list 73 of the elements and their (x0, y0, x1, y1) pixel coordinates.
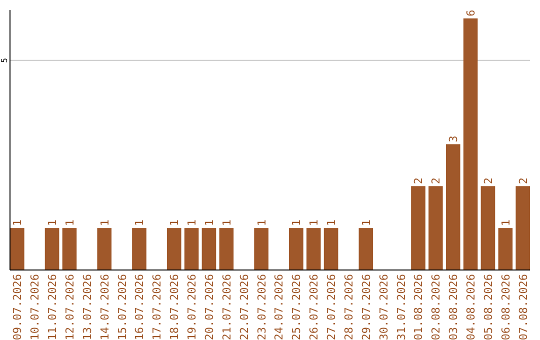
x-tick-label: 02.08.2026 (430, 274, 443, 340)
y-tick-label: 5 (0, 58, 9, 63)
x-tick-label: 27.07.2026 (325, 274, 338, 340)
x-tick-label: 03.08.2026 (447, 274, 460, 340)
x-tick-label: 31.07.2026 (394, 274, 408, 340)
x-tick-label: 10.07.2026 (28, 274, 42, 340)
x-tick-label: 07.08.2026 (516, 274, 530, 340)
x-tick-label: 16.07.2026 (133, 274, 146, 340)
x-tick-label: 11.07.2026 (46, 274, 60, 340)
data-label: 2 (412, 178, 426, 184)
bar (62, 228, 77, 270)
data-label: 1 (186, 219, 199, 226)
bar (516, 186, 530, 270)
data-label: 1 (46, 219, 60, 226)
x-tick-label: 20.07.2026 (202, 274, 216, 340)
x-tick-label: 15.07.2026 (116, 274, 129, 340)
bar (411, 186, 426, 270)
data-label: 1 (63, 219, 76, 226)
x-tick-label: 17.07.2026 (150, 274, 164, 340)
x-tick-label: 22.07.2026 (238, 274, 251, 340)
bar (132, 228, 146, 270)
bar (10, 228, 24, 270)
data-label: 3 (447, 136, 460, 142)
bar (463, 18, 478, 270)
bar (480, 186, 496, 270)
data-label: 2 (516, 178, 530, 184)
x-tick-label: 18.07.2026 (168, 274, 182, 340)
x-tick-label: 01.08.2026 (412, 274, 426, 340)
bar (358, 228, 374, 270)
data-label: 1 (98, 219, 112, 226)
data-label: 1 (133, 219, 146, 226)
bar (446, 144, 460, 270)
data-label: 2 (430, 178, 443, 184)
x-tick-label: 21.07.2026 (220, 274, 234, 340)
x-tick-label: 04.08.2026 (464, 274, 478, 340)
data-label: 1 (360, 219, 373, 226)
x-tick-label: 30.07.2026 (377, 274, 390, 340)
data-label: 1 (11, 219, 24, 226)
data-label: 1 (325, 219, 338, 226)
data-label: 6 (464, 10, 478, 16)
x-tick-label: 05.08.2026 (482, 274, 495, 340)
bar (428, 186, 443, 270)
data-label: 2 (482, 178, 495, 184)
bar (306, 228, 321, 270)
data-label: 1 (499, 219, 512, 226)
x-tick-label: 12.07.2026 (63, 274, 76, 340)
bar (289, 228, 304, 270)
bar (219, 228, 234, 270)
x-tick-label: 06.08.2026 (499, 274, 512, 340)
x-tick-label: 23.07.2026 (255, 274, 268, 340)
x-tick-label: 13.07.2026 (80, 274, 94, 340)
bar (498, 228, 513, 270)
data-label: 1 (168, 219, 182, 226)
x-tick-label: 19.07.2026 (186, 274, 199, 340)
x-tick-label: 09.07.2026 (11, 274, 24, 340)
x-tick-label: 29.07.2026 (360, 274, 373, 340)
x-tick-label: 25.07.2026 (290, 274, 304, 340)
x-tick-label: 24.07.2026 (272, 274, 286, 340)
data-label: 1 (308, 219, 321, 226)
bar (184, 228, 199, 270)
bar (324, 228, 338, 270)
bar (202, 228, 216, 270)
bar (44, 228, 60, 270)
data-label: 1 (255, 219, 268, 226)
x-tick-label: 28.07.2026 (342, 274, 356, 340)
x-tick-label: 26.07.2026 (308, 274, 321, 340)
data-label: 1 (290, 219, 304, 226)
bar (166, 228, 182, 270)
bar (97, 228, 112, 270)
x-tick-label: 14.07.2026 (98, 274, 112, 340)
data-label: 1 (202, 219, 216, 226)
bar (254, 228, 268, 270)
data-label: 1 (220, 219, 234, 226)
